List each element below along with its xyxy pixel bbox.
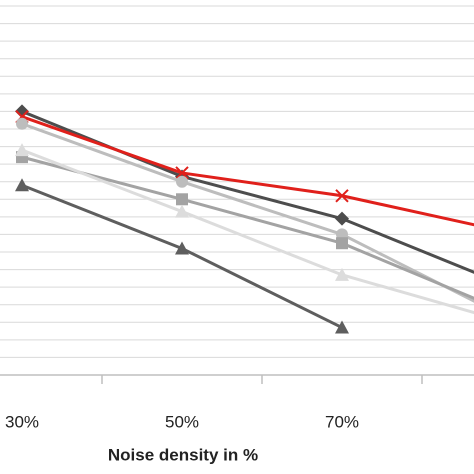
x-tick-label: 30% — [5, 412, 39, 431]
marker — [336, 237, 348, 250]
marker — [15, 143, 29, 157]
series-line — [21, 148, 474, 315]
marker — [335, 267, 349, 281]
marker — [175, 204, 189, 218]
series-line — [21, 155, 474, 300]
x-tick-label: 50% — [165, 412, 199, 431]
series-line — [21, 122, 474, 303]
marker — [176, 175, 188, 188]
marker — [16, 117, 28, 130]
marker — [175, 166, 189, 180]
x-axis-label: Noise density in % — [108, 445, 258, 464]
series-line — [21, 110, 474, 274]
marker — [335, 320, 349, 334]
x-tick-label: 70% — [325, 412, 359, 431]
marker — [175, 241, 189, 255]
series-line — [21, 115, 474, 227]
marker — [335, 189, 349, 203]
marker — [15, 178, 29, 192]
marker — [15, 104, 29, 119]
marker — [176, 193, 188, 206]
marker — [335, 211, 349, 226]
